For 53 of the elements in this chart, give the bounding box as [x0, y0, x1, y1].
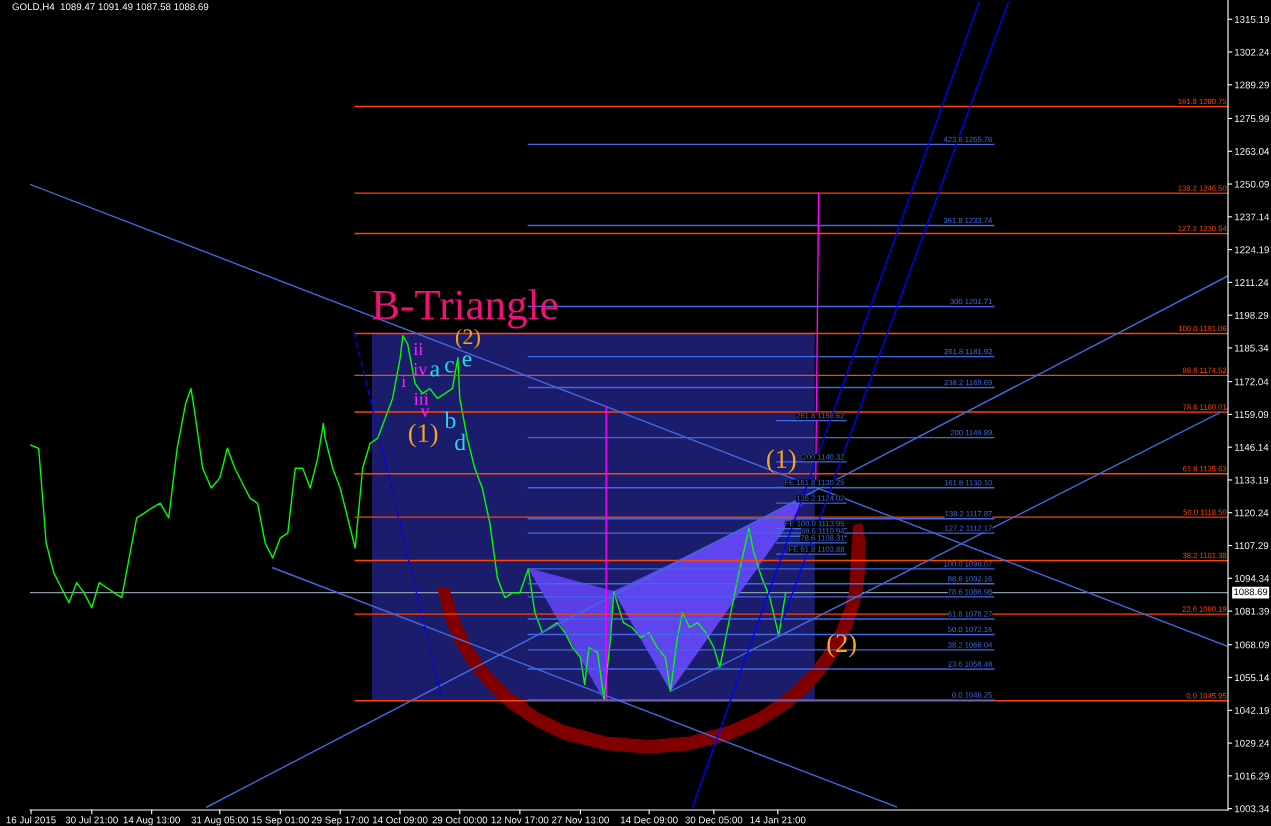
annotation: c [445, 361, 454, 373]
annotation: ii [413, 343, 423, 356]
y-tick-label: 1289.29 [1234, 81, 1269, 89]
y-tick-label: 1224.19 [1234, 246, 1269, 254]
x-tick-label: 16 Jul 2015 [6, 816, 56, 824]
x-tick-label: 30 Jul 21:00 [65, 816, 118, 824]
y-tick-label: 1029.24 [1234, 739, 1270, 747]
x-tick-label: 15 Sep 01:00 [252, 816, 309, 826]
y-tick-label: 1003.34 [1234, 805, 1270, 813]
y-tick-label: 1055.14 [1234, 674, 1270, 682]
x-tick-label: 30 Dec 05:00 [685, 816, 743, 824]
annotation: iii [414, 392, 429, 405]
y-tick-label: 1068.09 [1234, 641, 1269, 649]
annotation: i [401, 374, 406, 387]
y-tick-label: 1094.34 [1234, 575, 1270, 582]
chart-title: GOLD,H4 1089.47 1091.49 1087.58 1088.69 [12, 3, 209, 12]
y-tick-label: 1211.24 [1234, 279, 1269, 286]
annotation: e [462, 355, 472, 367]
y-tick-label: 1198.29 [1234, 311, 1269, 319]
x-tick-label: 29 Sep 17:00 [311, 816, 369, 826]
annotation: (2) [455, 328, 480, 349]
annotation: d [455, 433, 466, 451]
y-tick-label: 1120.24 [1234, 509, 1269, 517]
y-tick-label: 1302.24 [1234, 48, 1270, 56]
x-tick-label: 27 Nov 13:00 [552, 816, 609, 824]
y-tick-label: 1146.14 [1234, 443, 1269, 451]
y-tick-label: 1081.39 [1234, 607, 1269, 615]
y-tick-label: 1016.29 [1234, 772, 1269, 780]
ref-line-label: 1088.69 [1234, 588, 1268, 596]
y-tick-label: 1042.19 [1234, 707, 1269, 714]
y-tick-label: 1250.09 [1234, 180, 1269, 188]
x-tick-label: 12 Nov 17:00 [491, 816, 549, 824]
x-tick-label: 14 Oct 09:00 [372, 816, 428, 824]
y-tick-label: 1263.04 [1234, 148, 1270, 155]
x-tick-label: 14 Dec 09:00 [620, 816, 678, 824]
y-tick-label: 1185.34 [1234, 344, 1269, 352]
x-tick-label: 14 Aug 13:00 [123, 816, 180, 826]
y-tick-label: 1315.19 [1234, 16, 1269, 23]
y-tick-label: 1107.29 [1234, 542, 1269, 550]
y-tick-label: 1133.19 [1234, 476, 1269, 484]
x-tick-label: 31 Aug 05:00 [191, 816, 248, 826]
x-tick-label: 14 Jan 21:00 [750, 816, 806, 824]
annotation: (1) [767, 449, 796, 474]
annotation: (1) [408, 423, 438, 448]
annotation: iv [413, 363, 428, 376]
annotation: B-Triangle [372, 289, 558, 329]
annotation: b [444, 411, 456, 429]
y-tick-label: 1159.09 [1234, 411, 1269, 419]
y-tick-label: 1172.04 [1234, 378, 1269, 386]
y-tick-label: 1237.14 [1234, 213, 1270, 221]
x-tick-label: 29 Oct 00:00 [432, 816, 488, 824]
y-tick-label: 1275.99 [1234, 115, 1269, 123]
annotation: a [430, 365, 440, 377]
